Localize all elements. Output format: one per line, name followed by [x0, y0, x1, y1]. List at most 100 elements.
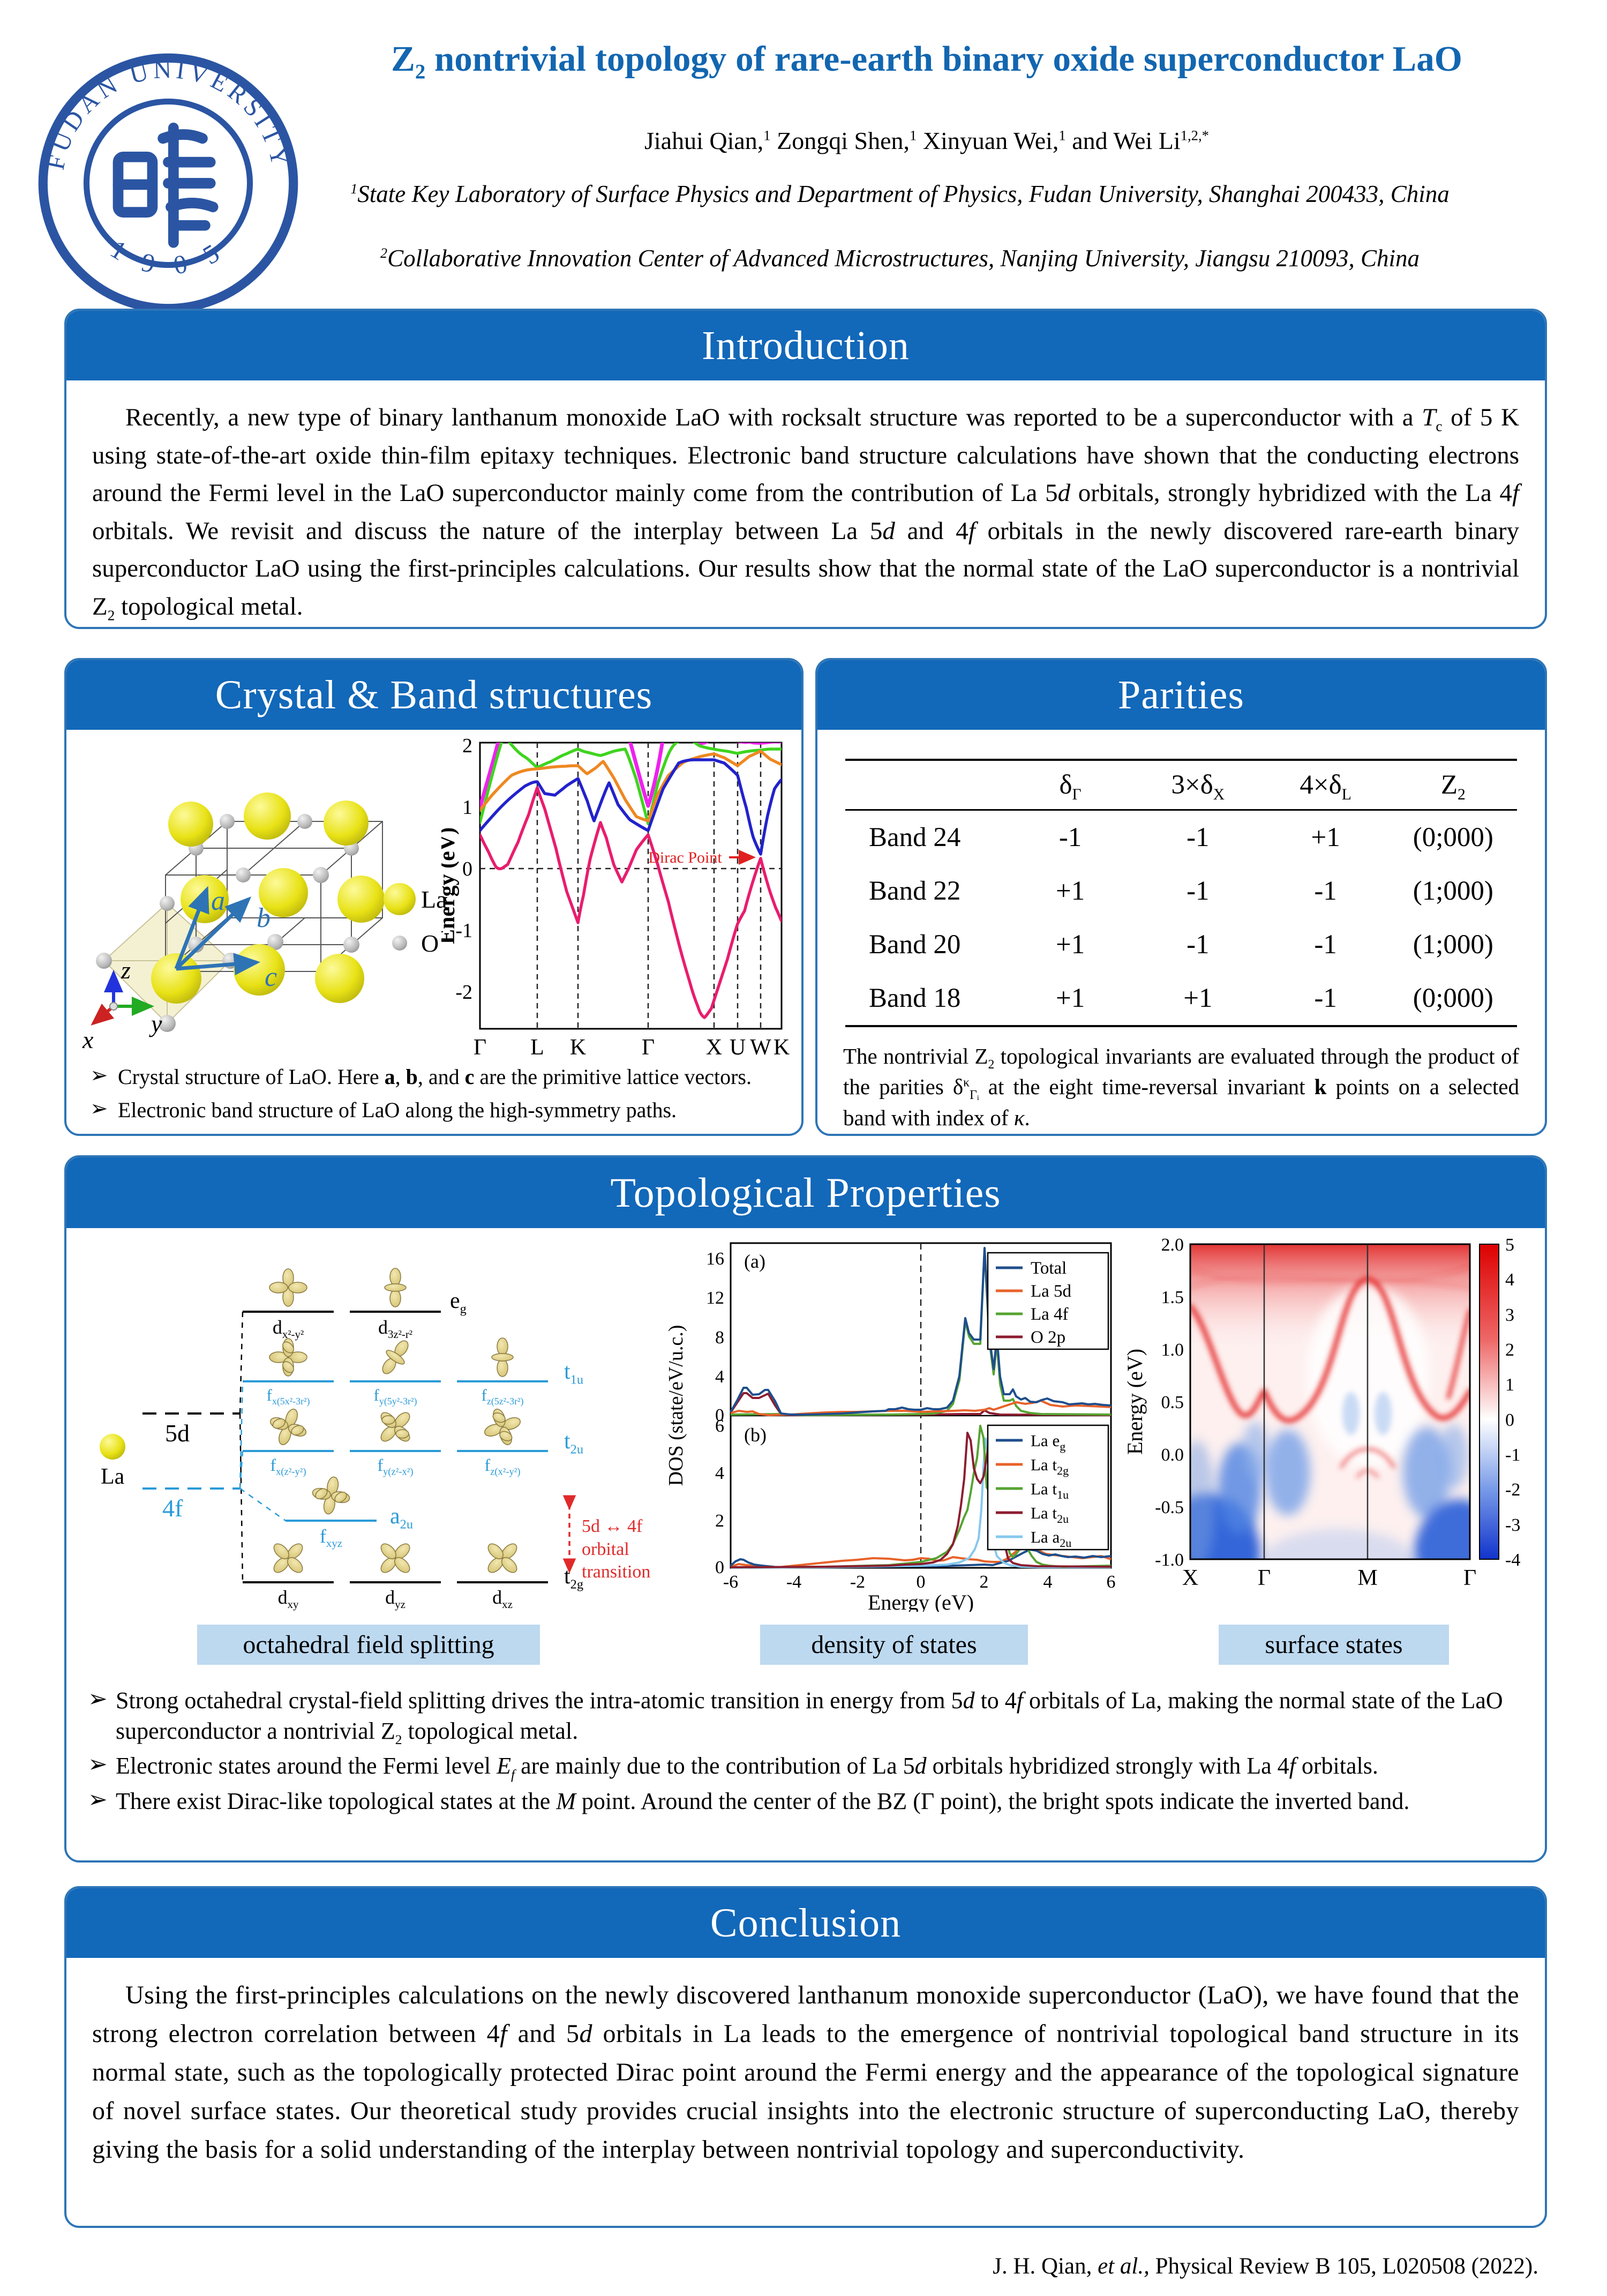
bullet-icon: ➢	[88, 1685, 108, 1712]
level-group-eg	[243, 1268, 441, 1313]
col-header-delta-l: 4×δL	[1261, 759, 1390, 811]
crystal-legend	[384, 883, 416, 951]
orbital-splitting-figure: La 5d 4f dx²-y² d3z²-r² eg fx(5x²-3r²) f…	[79, 1237, 658, 1612]
vector-b-label: b	[257, 903, 271, 933]
dos-legend-b: La eg La t2g La t1u La t2u La a2u	[987, 1424, 1109, 1551]
dos-yticks-a: 16 12 8 4 0	[706, 1249, 724, 1425]
caption-octahedral: octahedral field splitting	[197, 1625, 540, 1665]
svg-text:3: 3	[1505, 1305, 1514, 1325]
band-green-curve	[480, 743, 782, 825]
splitting-connectors	[239, 1311, 286, 1583]
band-curves	[480, 743, 782, 1019]
affiliation-2: 2Collaborative Innovation Center of Adva…	[380, 245, 1420, 272]
oxygen-atoms	[96, 814, 359, 1032]
svg-text:X: X	[706, 1035, 722, 1060]
legend-la-t2g: La t2g	[1031, 1455, 1069, 1477]
orbital-fz5z2-label: fz(5z²-3r²)	[481, 1386, 524, 1407]
table-row: Band 24 -1 -1 +1 (0;000)	[869, 822, 1493, 852]
bullet-icon: ➢	[90, 1096, 108, 1121]
table-row: Band 20 +1 -1 -1 (1;000)	[869, 930, 1493, 960]
svg-text:-4: -4	[786, 1572, 801, 1592]
level-group-t2u	[243, 1401, 548, 1454]
legend-la-t2u: La t2u	[1031, 1504, 1069, 1525]
svg-text:4: 4	[1505, 1270, 1514, 1290]
orbital-dyz-label: dyz	[385, 1587, 405, 1611]
conclusion-heading: Conclusion	[66, 1888, 1545, 1958]
level-4f-label: 4f	[162, 1494, 183, 1522]
svg-text:2: 2	[980, 1572, 989, 1592]
svg-text:6: 6	[1107, 1572, 1116, 1592]
svg-text:6: 6	[715, 1416, 724, 1436]
orbital-fx5x2-label: fx(5x²-3r²)	[266, 1386, 310, 1407]
level-5d-label: 5d	[165, 1419, 190, 1447]
band-xtick-labels: Γ L K Γ X U W K	[474, 1035, 790, 1060]
svg-text:0.5: 0.5	[1161, 1393, 1184, 1412]
svg-text:1: 1	[1505, 1375, 1514, 1395]
surface-states-figure: 5 4 3 2 1 0 -1 -2 -3 -4 2.0 1.5 1.0 0.5 …	[1127, 1237, 1520, 1590]
surface-colorbar	[1479, 1244, 1499, 1560]
transition-label: 5d ↔ 4f orbital transition	[582, 1516, 651, 1582]
citation: J. H. Qian, et al., Physical Review B 10…	[993, 2254, 1538, 2279]
surface-frame	[1189, 1243, 1471, 1560]
band-structure-figure: Dirac Point 2 1 0 -1 -2 Γ L K Γ X U W K …	[441, 735, 790, 1060]
dos-xticks: -6 -4 -2 0 2 4 6	[723, 1572, 1116, 1592]
la-label: La	[101, 1464, 125, 1489]
logo-seal-glyph	[112, 122, 219, 248]
topo-bullet-2: ➢ Electronic states around the Fermi leve…	[88, 1751, 1378, 1783]
la-atom-icon	[100, 1434, 125, 1460]
legend-la-t1u: La t1u	[1031, 1479, 1069, 1501]
col-header-z2: Z2	[1389, 759, 1517, 811]
surface-ylabel: Energy (eV)	[1127, 1349, 1147, 1455]
fudan-logo: FUDAN UNIVERSITY 1 9 0 5	[38, 53, 298, 313]
group-t2u-label: t2u	[564, 1429, 584, 1457]
level-group-a2u	[286, 1474, 377, 1522]
svg-text:Γ: Γ	[1463, 1566, 1476, 1590]
orbital-fxyz-label: fxyz	[319, 1525, 343, 1550]
svg-text:2: 2	[1505, 1340, 1514, 1360]
svg-text:4: 4	[715, 1367, 724, 1387]
svg-text:8: 8	[715, 1328, 724, 1348]
legend-la5d: La 5d	[1031, 1282, 1072, 1301]
svg-text:5: 5	[1505, 1237, 1514, 1255]
svg-text:K: K	[570, 1035, 586, 1060]
legend-la-label: La	[421, 886, 447, 913]
svg-text:12: 12	[706, 1288, 724, 1308]
orbital-splitting-canvas	[100, 1268, 576, 1585]
svg-text:Γ: Γ	[642, 1035, 655, 1060]
vector-a-label: a	[211, 886, 225, 916]
svg-text:1: 1	[462, 796, 472, 819]
axis-z-label: z	[121, 956, 131, 984]
level-group-t1u	[243, 1335, 548, 1382]
dos-yticks-b: 6 4 2 0	[715, 1416, 724, 1577]
poster-title: Z2 nontrivial topology of rare-earth bin…	[391, 39, 1462, 84]
svg-text:0: 0	[917, 1572, 926, 1592]
band-ylabel: Energy (eV)	[441, 827, 460, 944]
crystal-bullet-1: ➢ Crystal structure of LaO. Here a, b, an…	[90, 1063, 752, 1089]
orbital-fy5y2-label: fy(5y²-3r²)	[373, 1386, 417, 1407]
svg-text:-0.5: -0.5	[1155, 1498, 1184, 1517]
bullet-icon: ➢	[88, 1785, 108, 1813]
orbital-d3z2r2-label: d3z²-r²	[378, 1317, 413, 1341]
dos-total-curve	[730, 1247, 1112, 1416]
svg-text:U: U	[730, 1035, 746, 1060]
dos-legend-a: Total La 5d La 4f O 2p	[987, 1252, 1109, 1350]
conclusion-paragraph: Using the first-principles calculations …	[92, 1981, 1519, 2164]
axis-x-label: x	[82, 1026, 94, 1053]
axis-y-label: y	[149, 1010, 162, 1037]
group-t1u-label: t1u	[564, 1359, 584, 1387]
col-header-empty	[845, 759, 1007, 811]
surface-colorbar-ticks: 5 4 3 2 1 0 -1 -2 -3 -4	[1505, 1237, 1520, 1570]
bullet-icon: ➢	[88, 1751, 108, 1778]
svg-text:K: K	[774, 1035, 790, 1060]
svg-text:2.0: 2.0	[1161, 1237, 1184, 1255]
introduction-heading: Introduction	[66, 311, 1545, 380]
section-crystal-band: Crystal & Band structures	[64, 658, 803, 1136]
svg-text:2: 2	[462, 735, 472, 757]
svg-text:-3: -3	[1505, 1515, 1520, 1535]
group-a2u-label: a2u	[390, 1504, 414, 1532]
affiliation-1: 1State Key Laboratory of Surface Physics…	[350, 181, 1450, 207]
svg-text:-2: -2	[1505, 1480, 1520, 1500]
orbital-fzx2y2-label: fz(x²-y²)	[484, 1455, 521, 1478]
dos-xlabel: Energy (eV)	[868, 1590, 974, 1612]
table-row: Band 22 +1 -1 -1 (1;000)	[869, 876, 1493, 906]
